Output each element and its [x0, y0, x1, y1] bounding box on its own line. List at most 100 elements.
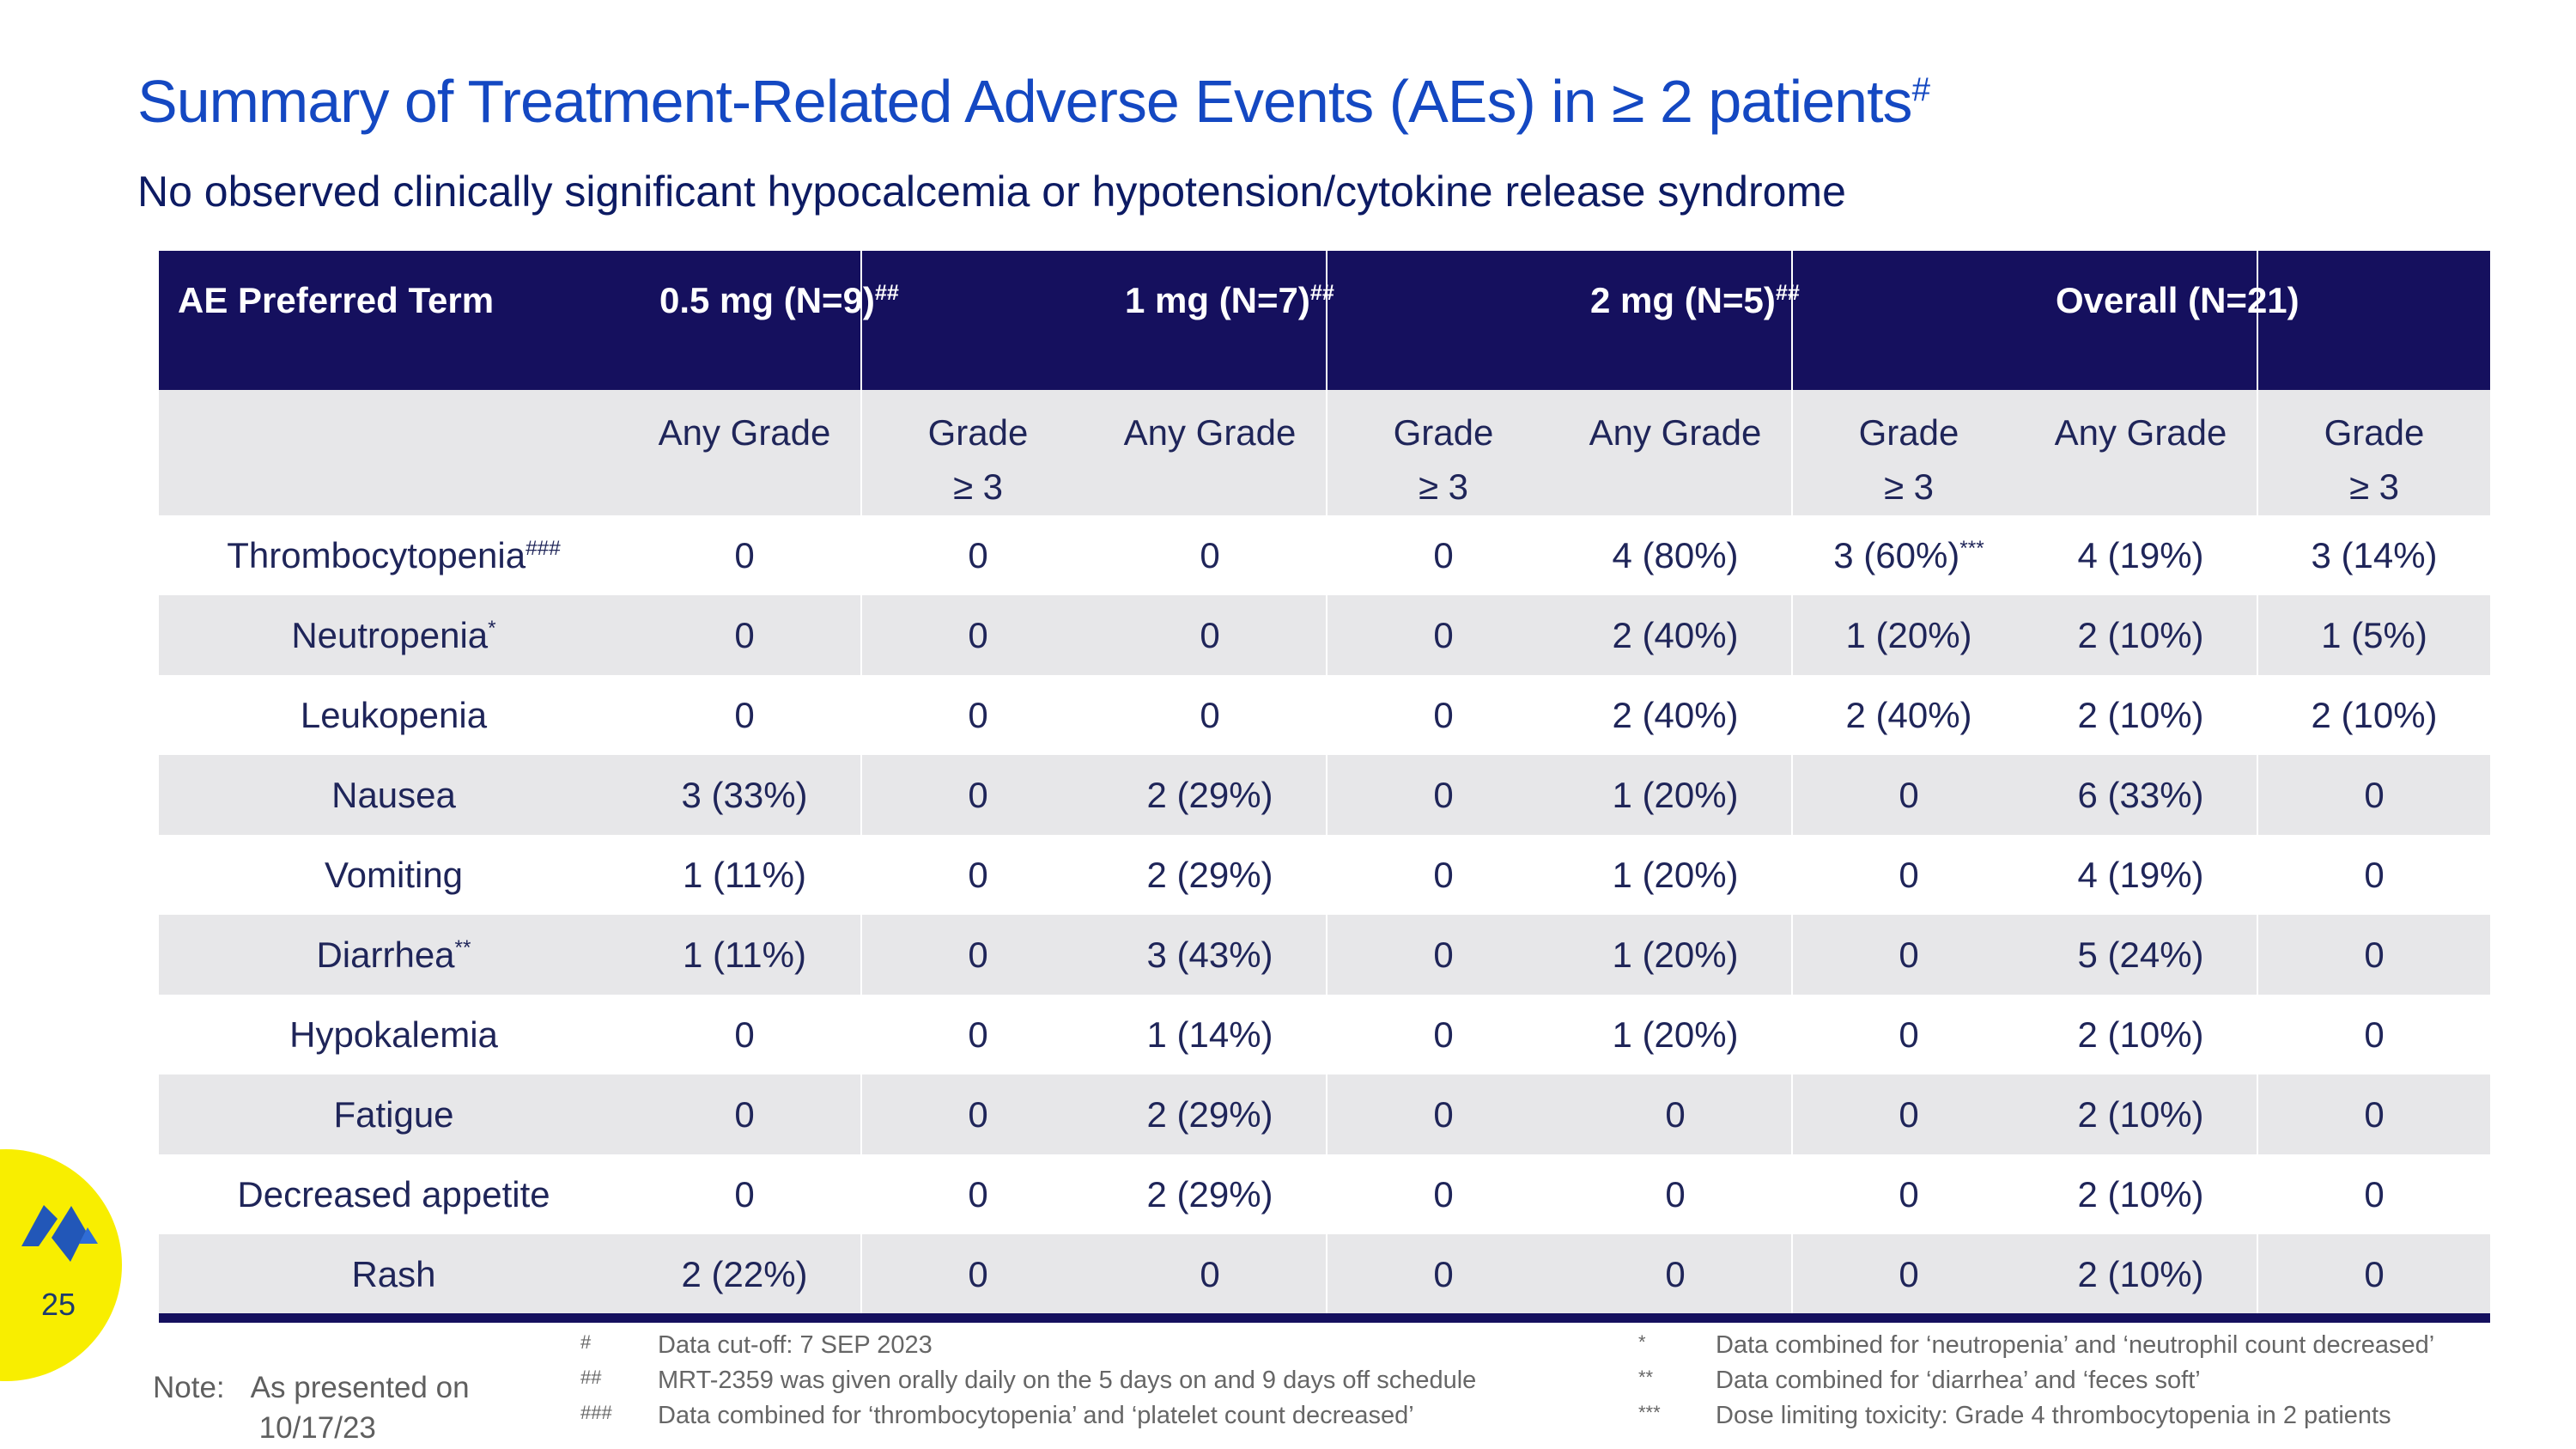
ae-table-row: Neutropenia* 0 0 0 0 2 (40%) 1 (20%) 2 (10%) 1 (… [159, 595, 2490, 675]
ae-term-cell: Vomiting [159, 835, 629, 915]
ae-value-cell: 2 (29%) [1094, 1075, 1327, 1154]
ae-value-cell: 0 [2257, 915, 2490, 995]
ae-term-cell: Neutropenia* [159, 595, 629, 675]
footnote-row: ### Data combined for ‘thrombocytopenia’… [580, 1403, 1619, 1428]
ae-value: 0 [734, 1093, 755, 1135]
subheader-any-grade: Any Grade [1589, 412, 1762, 453]
ae-value: 2 (29%) [1146, 1173, 1273, 1215]
ae-value-cell: 0 [629, 1154, 861, 1234]
ae-value: 3 (60%) [1833, 534, 1960, 575]
dose-group-label: 2 mg (N=5) [1590, 280, 1776, 320]
ae-value: 0 [1433, 774, 1454, 815]
ae-value: 0 [968, 1173, 988, 1215]
ae-value-cell: 3 (33%) [629, 755, 861, 835]
ae-value: 0 [1433, 854, 1454, 895]
subheader-any-grade: Any Grade [658, 412, 831, 453]
footnotes-right: * Data combined for ‘neutropenia’ and ‘n… [1638, 1333, 2574, 1439]
ae-value: 0 [2364, 774, 2385, 815]
table-subheader-row: Any Grade Grade ≥ 3 Any Grade Grade ≥ 3 Any Gr… [159, 390, 2490, 515]
dose-group-footnote-marker: ## [1309, 281, 1334, 305]
footnote-row: *** Dose limiting toxicity: Grade 4 thro… [1638, 1403, 2574, 1428]
ae-value-cell: 4 (19%) [2025, 515, 2257, 595]
ae-value-cell: 1 (20%) [1559, 995, 1792, 1075]
ae-value-cell: 2 (10%) [2025, 995, 2257, 1075]
ae-value-cell: 0 [1791, 835, 2025, 915]
column-header-ae-preferred-term: AE Preferred Term [159, 251, 629, 390]
ae-value: 0 [2364, 934, 2385, 975]
ae-value-cell: 2 (10%) [2025, 1234, 2257, 1314]
note-line1: As presented on [250, 1371, 470, 1404]
ae-value: 1 (20%) [1845, 614, 1972, 655]
ae-value: 0 [1433, 1253, 1454, 1294]
ae-value-cell: 0 [629, 995, 861, 1075]
footnote-text: Data combined for ‘diarrhea’ and ‘feces … [1716, 1367, 2201, 1394]
ae-value-cell: 6 (33%) [2025, 755, 2257, 835]
ae-value: 0 [1899, 1014, 1919, 1055]
footnote-marker: # [580, 1331, 592, 1353]
ae-value: 0 [968, 1253, 988, 1294]
ae-value: 0 [1665, 1093, 1686, 1135]
dose-group-footnote-marker: ## [874, 281, 899, 305]
ae-term-label: Neutropenia [291, 614, 489, 655]
dose-group-header: Overall (N=21) [2025, 251, 2300, 390]
ae-value: 0 [1433, 534, 1454, 575]
footnote-text: MRT-2359 was given orally daily on the 5… [658, 1367, 1477, 1394]
ae-value: 5 (24%) [2077, 934, 2204, 975]
ae-table-row: Hypokalemia 0 0 1 (14%) 0 1 (20%) 0 2 (10%) 0 [159, 995, 2490, 1075]
ae-table-row: Leukopenia 0 0 0 0 2 (40%) 2 (40%) 2 (10%) 2 (10… [159, 675, 2490, 755]
slide-subtitle: No observed clinically significant hypoc… [137, 167, 1846, 216]
ae-value-cell: 0 [1559, 1154, 1792, 1234]
dose-group-label: Overall (N=21) [2056, 280, 2300, 320]
ae-value-cell: 0 [860, 755, 1094, 835]
ae-value: 3 (33%) [681, 774, 808, 815]
ae-value-cell: 2 (40%) [1559, 675, 1792, 755]
ae-value: 0 [1899, 774, 1919, 815]
ae-value: 1 (14%) [1146, 1014, 1273, 1055]
ae-value: 2 (40%) [1845, 694, 1972, 735]
ae-value: 4 (19%) [2077, 534, 2204, 575]
ae-value-cell: 5 (24%) [2025, 915, 2257, 995]
ae-value-cell: 0 [2257, 755, 2490, 835]
page-number: 25 [40, 1287, 76, 1322]
ae-term-label: Fatigue [333, 1093, 454, 1135]
ae-term-label: Decreased appetite [237, 1173, 550, 1215]
ae-value: 0 [734, 1173, 755, 1215]
ae-value: 0 [968, 854, 988, 895]
presented-note: Note: As presented on 10/17/23 [153, 1367, 470, 1449]
subheader-any-grade: Any Grade [1123, 412, 1297, 453]
ae-value: 0 [734, 1014, 755, 1055]
ae-value: 2 (40%) [1612, 614, 1739, 655]
dose-group-label: 1 mg (N=7) [1125, 280, 1310, 320]
ae-table-row: Rash 2 (22%) 0 0 0 0 0 2 (10%) 0 [159, 1234, 2490, 1314]
dose-group-header-spacer [1791, 251, 2025, 390]
ae-value-cell: 0 [860, 915, 1094, 995]
ae-value-cell: 2 (10%) [2257, 675, 2490, 755]
ae-value: 0 [968, 934, 988, 975]
ae-value: 0 [734, 614, 755, 655]
ae-value: 2 (10%) [2077, 1253, 2204, 1294]
table-header-row: AE Preferred Term 0.5 mg (N=9)## 1 mg (N=7… [159, 251, 2490, 390]
note-label: Note: [153, 1371, 225, 1404]
note-lines: As presented on 10/17/23 [251, 1367, 470, 1449]
ae-value: 0 [1433, 1014, 1454, 1055]
ae-value-cell: 0 [629, 595, 861, 675]
ae-term-cell: Diarrhea** [159, 915, 629, 995]
ae-value: 0 [1899, 934, 1919, 975]
ae-value: 0 [968, 614, 988, 655]
ae-value-cell: 0 [860, 515, 1094, 595]
ae-value: 0 [1899, 854, 1919, 895]
ae-term-cell: Leukopenia [159, 675, 629, 755]
ae-value-cell: 0 [1326, 915, 1559, 995]
ae-value: 0 [968, 1014, 988, 1055]
ae-value: 1 (5%) [2321, 614, 2427, 655]
ae-value-cell: 0 [1326, 1075, 1559, 1154]
dose-group-header-spacer [1326, 251, 1559, 390]
ae-value: 1 (20%) [1612, 774, 1739, 815]
ae-value-cell: 0 [1094, 595, 1327, 675]
ae-value: 2 (10%) [2077, 614, 2204, 655]
footnote-row: ** Data combined for ‘diarrhea’ and ‘fec… [1638, 1368, 2574, 1393]
company-logo-icon [21, 1205, 98, 1262]
ae-value: 0 [1899, 1173, 1919, 1215]
ae-value: 0 [734, 534, 755, 575]
ae-term-label: Diarrhea [316, 934, 455, 975]
